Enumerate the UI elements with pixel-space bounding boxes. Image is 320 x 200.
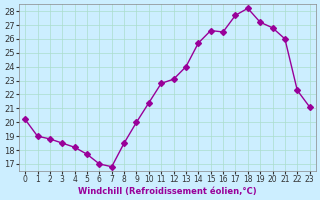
X-axis label: Windchill (Refroidissement éolien,°C): Windchill (Refroidissement éolien,°C) (78, 187, 257, 196)
